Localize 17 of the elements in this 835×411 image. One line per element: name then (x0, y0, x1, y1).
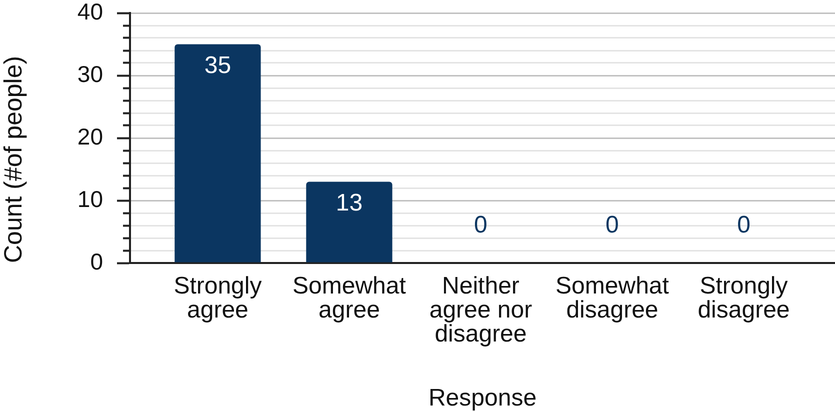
y-tick-label: 40 (77, 0, 103, 24)
x-tick-label: Strongly agree (174, 272, 262, 324)
y-tick-label: 30 (77, 60, 103, 87)
data-label: 35 (204, 52, 232, 79)
x-tick-label: Somewhat agree (292, 272, 406, 324)
y-axis-title: Count (#of people) (0, 56, 28, 263)
x-axis-title: Response (428, 384, 537, 411)
y-tick-label: 0 (90, 248, 103, 274)
data-label: 13 (336, 189, 363, 216)
y-tick-label: 10 (77, 186, 103, 212)
data-label: 0 (737, 212, 750, 239)
data-label: 0 (474, 212, 488, 239)
x-tick-label: Somewhat disagree (556, 272, 670, 324)
y-tick-label: 20 (77, 123, 103, 150)
x-tick-label: Neither agree nor disagree (429, 272, 532, 348)
data-label: 0 (606, 212, 619, 239)
x-tick-label: Strongly disagree (698, 272, 790, 324)
